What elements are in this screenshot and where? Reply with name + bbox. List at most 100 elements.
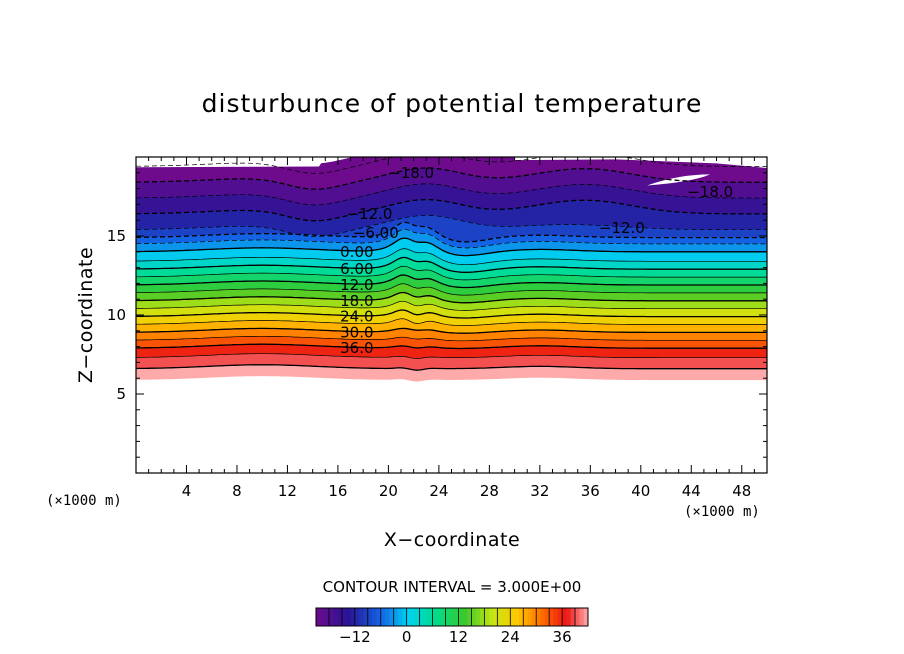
x-axis-ticks: 4 8 12 16 20 24 28 32 36 40 44 48 (135, 157, 768, 500)
contour-line (136, 353, 767, 359)
colorbar-segment (419, 608, 425, 626)
contour-line (136, 364, 767, 371)
colorbar-segment (402, 608, 408, 626)
x-tick-label: 36 (581, 482, 600, 500)
x-tick-label: 12 (278, 482, 297, 500)
colorbar-segment (549, 608, 554, 626)
colorbar-segment (523, 608, 528, 626)
colorbar-segment (410, 608, 416, 626)
contour-line (136, 283, 767, 296)
colorbar-segment (428, 608, 433, 626)
colorbar-segment (531, 608, 537, 626)
contour-line (136, 215, 767, 237)
contour-line (136, 237, 767, 257)
colorbar-segment (363, 608, 369, 626)
colorbar-segment (389, 608, 395, 626)
contour-line (136, 309, 767, 319)
contour-label: 12.0 (340, 276, 373, 294)
colorbar-segment (471, 608, 477, 626)
colorbar-tick-label: 24 (501, 628, 520, 646)
contour-line (136, 343, 767, 350)
colorbar-segment (432, 608, 438, 626)
y-axis-label: Z−coordinate (75, 247, 97, 383)
colorbar-segment (570, 608, 576, 626)
colorbar-segment (488, 608, 494, 626)
colorbar-segment (354, 608, 360, 626)
colorbar-segment (445, 608, 451, 626)
empty-region (136, 157, 326, 168)
contour-label: −18.0 (388, 164, 434, 182)
x-tick-label: 16 (328, 482, 347, 500)
x-unit-label-right: (×1000 m) (684, 504, 760, 520)
y-tick-label: 5 (116, 385, 126, 403)
colorbar-segment (467, 608, 472, 626)
contour-line (136, 300, 767, 311)
x-tick-label: 48 (732, 482, 751, 500)
colorbar-segment (527, 608, 533, 626)
contour-line (136, 157, 767, 174)
x-tick-label: 28 (480, 482, 499, 500)
colorbar-segment (320, 608, 326, 626)
contour-line (136, 327, 767, 334)
x-tick-label: 40 (631, 482, 650, 500)
contour-label: 6.00 (340, 260, 373, 278)
contour-line (136, 183, 767, 206)
contour-line (136, 256, 767, 273)
contour-line (136, 274, 767, 289)
colorbar-segment (454, 608, 459, 626)
contour-line (136, 198, 767, 222)
colorbar-segment (406, 608, 412, 626)
contour-line (136, 291, 767, 304)
colorbar-segment (380, 608, 386, 626)
colorbar-segment (510, 608, 516, 626)
contour-label: 0.00 (340, 243, 373, 261)
colorbar-segment (501, 608, 507, 626)
colorbar-segment (367, 608, 373, 626)
colorbar-segment (385, 608, 390, 626)
contour-line (136, 335, 767, 342)
colorbar-segment (415, 608, 421, 626)
contour-label: 18.0 (340, 292, 373, 310)
colorbar-segment (480, 608, 485, 626)
contour-line (136, 318, 767, 326)
colorbar-segment (562, 608, 567, 626)
colorbar-segment (359, 608, 364, 626)
colorbar-segment (436, 608, 442, 626)
colorbar-segment (575, 608, 580, 626)
colorbar-segment (557, 608, 563, 626)
contour-lines (136, 157, 767, 371)
colorbar-tick-label: 12 (449, 628, 468, 646)
contour-interval-text: CONTOUR INTERVAL = 3.000E+00 (323, 578, 582, 596)
colorbar-segment (376, 608, 382, 626)
colorbar-segment (337, 608, 343, 626)
colorbar-segment (484, 608, 490, 626)
contour-label: −6.00 (353, 224, 399, 242)
x-tick-label: 20 (379, 482, 398, 500)
colorbar-segment (324, 608, 330, 626)
colorbar-segment (441, 608, 446, 626)
colorbar-segment (462, 608, 468, 626)
colorbar-segment (398, 608, 403, 626)
colorbar-segment (458, 608, 464, 626)
contour-label: −12.0 (346, 205, 392, 223)
contour-line (136, 248, 767, 266)
colorbar (315, 607, 589, 627)
chart-title: disturbunce of potential temperature (202, 89, 703, 118)
colorbar-tick-label: 0 (402, 628, 412, 646)
colorbar-segment (475, 608, 481, 626)
colorbar-segment (518, 608, 524, 626)
colorbar-tick-labels: −12 0 12 24 36 (339, 628, 572, 646)
colorbar-segment (333, 608, 338, 626)
colorbar-segment (328, 608, 334, 626)
contour-line (136, 221, 767, 243)
colorbar-segment (497, 608, 503, 626)
x-tick-label: 24 (429, 482, 448, 500)
colorbar-segment (583, 608, 589, 626)
y-tick-label: 10 (107, 306, 126, 324)
colorbar-segment (350, 608, 356, 626)
colorbar-segment (540, 608, 546, 626)
contour-label: 30.0 (340, 323, 373, 341)
x-unit-label-left: (×1000 m) (46, 493, 122, 509)
colorbar-segment (372, 608, 377, 626)
